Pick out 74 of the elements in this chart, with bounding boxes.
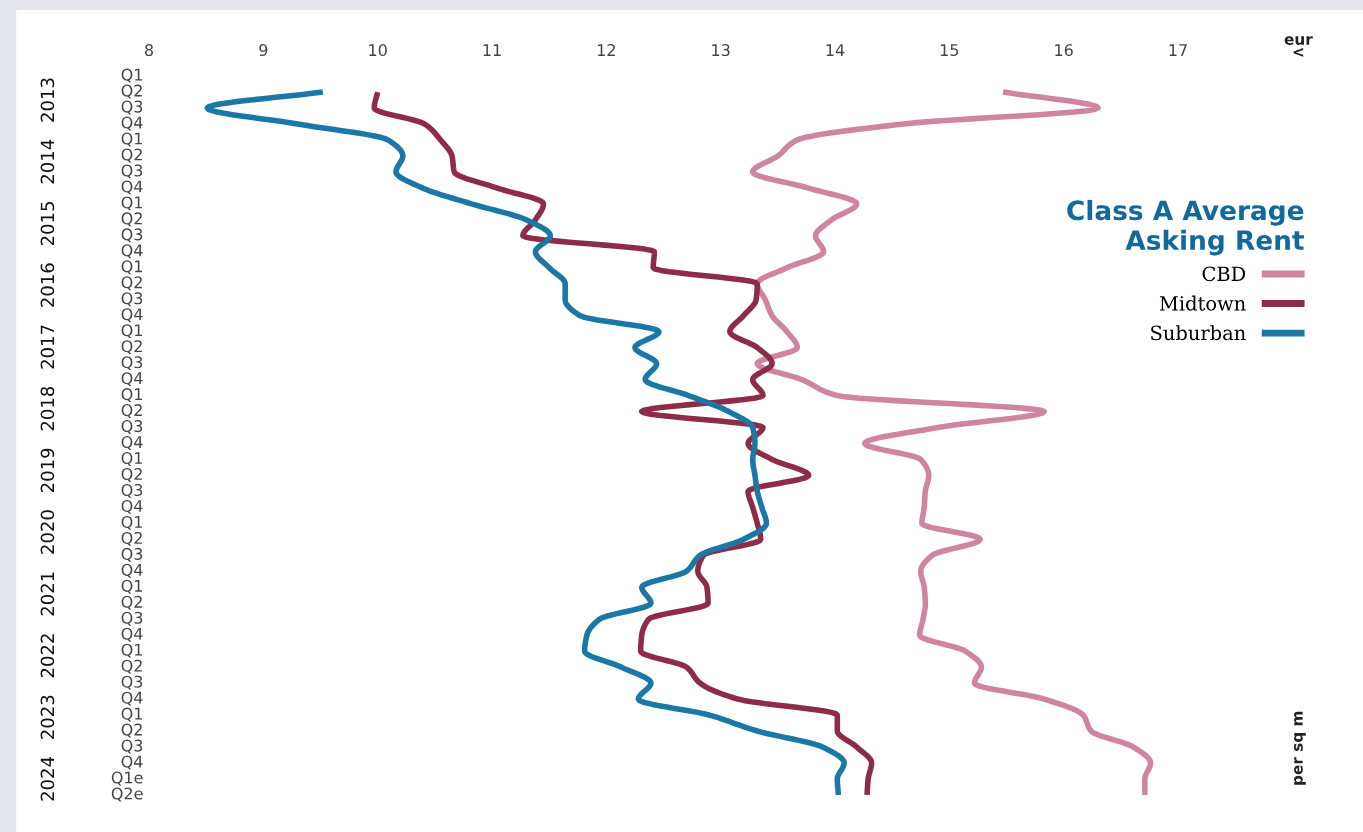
text: eur < <box>1284 36 1313 57</box>
y-tick-label: Q1 <box>121 260 142 275</box>
y-tick-label: Q4 <box>121 372 143 387</box>
y-tick-label: Q1e <box>111 771 143 786</box>
text: 2020 <box>40 510 55 554</box>
text: 2022 <box>40 634 55 678</box>
y-tick-label: Q2 <box>121 276 142 291</box>
y-tick-label: Q2 <box>121 723 142 738</box>
y-tick-label: Q1 <box>121 579 142 594</box>
y-tick-label: Q4 <box>121 755 143 770</box>
text: 2021 <box>40 572 55 616</box>
y-tick-label: Q4 <box>121 180 143 195</box>
text: 2017 <box>40 325 55 369</box>
x-tick-label: 16 <box>1055 44 1073 57</box>
y-tick-label: Q3 <box>121 356 143 371</box>
y-tick-label: Q1 <box>121 452 142 466</box>
text: per sq m <box>1294 711 1306 785</box>
x-tick-label: 9 <box>259 44 268 57</box>
y-tick-label: Q1 <box>121 388 142 403</box>
y-tick-label: Q2 <box>121 404 142 418</box>
y-tick-label: Q3 <box>121 739 143 754</box>
y-tick-label: Q2 <box>121 531 142 546</box>
x-tick-label: 14 <box>826 44 845 56</box>
text: 2019 <box>40 448 55 492</box>
y-tick-label: Q4 <box>121 308 143 323</box>
legend-label: Midtown <box>1159 295 1246 311</box>
y-tick-label: Q2 <box>121 84 142 99</box>
x-tick-label: 11 <box>483 44 501 56</box>
x-tick-label: 8 <box>145 44 153 57</box>
legend-label: Suburban <box>1151 325 1246 341</box>
y-tick-label: Q4 <box>121 436 143 450</box>
y-tick-label: Q4 <box>121 627 143 642</box>
y-tick-label: Q2e <box>111 787 143 802</box>
y-tick-label: Q3 <box>121 483 143 498</box>
y-tick-label: Q4 <box>121 563 143 578</box>
y-tick-label: Q1 <box>121 643 142 658</box>
y-tick-label: Q3 <box>121 675 143 690</box>
x-tick-label: 15 <box>940 44 959 57</box>
y-tick-label: Q2 <box>121 659 142 674</box>
text: 2013 <box>40 78 55 122</box>
y-tick-label: Q1 <box>121 515 142 530</box>
y-tick-label: Q3 <box>121 100 143 115</box>
x-tick-label: 10 <box>369 44 387 57</box>
y-tick-label: Q3 <box>121 228 143 243</box>
y-tick-label: Q2 <box>121 212 142 227</box>
y-tick-label: Q2 <box>121 340 142 355</box>
y-tick-label: Q1 <box>121 707 142 722</box>
y-tick-label: Q1 <box>121 132 142 147</box>
y-tick-label: Q3 <box>121 164 143 179</box>
y-tick-label: Q4 <box>121 116 143 131</box>
y-tick-label: Q2 <box>121 148 142 163</box>
y-tick-label: Q3 <box>121 611 143 626</box>
x-tick-label: 12 <box>597 44 615 56</box>
y-tick-label: Q2 <box>121 467 142 482</box>
text: 2018 <box>40 386 55 431</box>
y-tick-label: Q1 <box>121 196 142 211</box>
x-tick-label: 17 <box>1169 44 1187 56</box>
y-tick-label: Q4 <box>121 244 143 259</box>
y-tick-label: Q3 <box>121 292 143 307</box>
x-tick-label: 13 <box>712 44 730 57</box>
y-tick-label: Q1 <box>121 324 142 339</box>
y-tick-label: Q2 <box>121 595 142 610</box>
text: 2016 <box>40 263 55 307</box>
y-tick-label: Q3 <box>121 420 143 434</box>
y-tick-label: Q4 <box>121 499 143 514</box>
legend-label: CBD <box>1202 266 1246 282</box>
y-tick-label: Q4 <box>121 691 143 706</box>
text: 2024 <box>40 756 55 801</box>
y-tick-label: Q3 <box>121 547 143 562</box>
text: 2023 <box>40 695 55 739</box>
text: 2015 <box>40 202 55 246</box>
legend-title: Class A Average Asking Rent <box>1067 199 1304 256</box>
y-tick-label: Q1 <box>121 68 142 83</box>
text: 2014 <box>40 139 55 184</box>
